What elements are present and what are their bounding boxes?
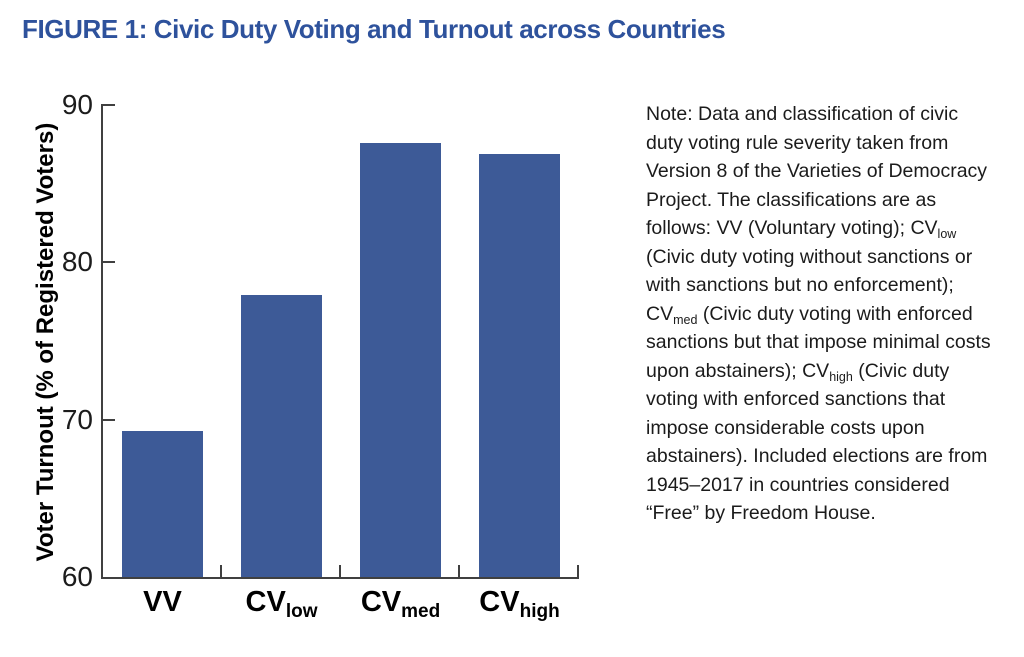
y-tick-mark [103,261,115,264]
y-tick-label: 60 [61,561,93,592]
bar-VV [122,430,203,577]
x-category-label: CVlow [245,586,318,622]
y-tick-label: 90 [61,89,93,120]
bar-CVhigh [479,153,560,577]
x-tick-mark [339,565,341,577]
bar-CVlow [241,295,322,577]
y-axis-title: Voter Turnout (% of Registered Voters) [32,122,59,562]
y-tick-label: 70 [61,403,93,435]
x-axis-line [101,577,579,579]
x-category-label: CVmed [360,586,441,622]
x-category-label: CVhigh [479,586,560,622]
note-text: Note: Data and classification of civic d… [646,103,991,524]
x-category-label: VV [143,586,182,618]
y-tick-mark [103,104,115,106]
y-tick-label: 80 [61,246,93,278]
figure-title: FIGURE 1: Civic Duty Voting and Turnout … [22,14,726,44]
y-tick-mark [103,418,115,421]
x-tick-mark [577,565,579,577]
y-axis-line [101,104,103,579]
x-tick-mark [458,565,460,577]
x-tick-mark [220,565,222,577]
bar-CVmed [360,142,441,577]
